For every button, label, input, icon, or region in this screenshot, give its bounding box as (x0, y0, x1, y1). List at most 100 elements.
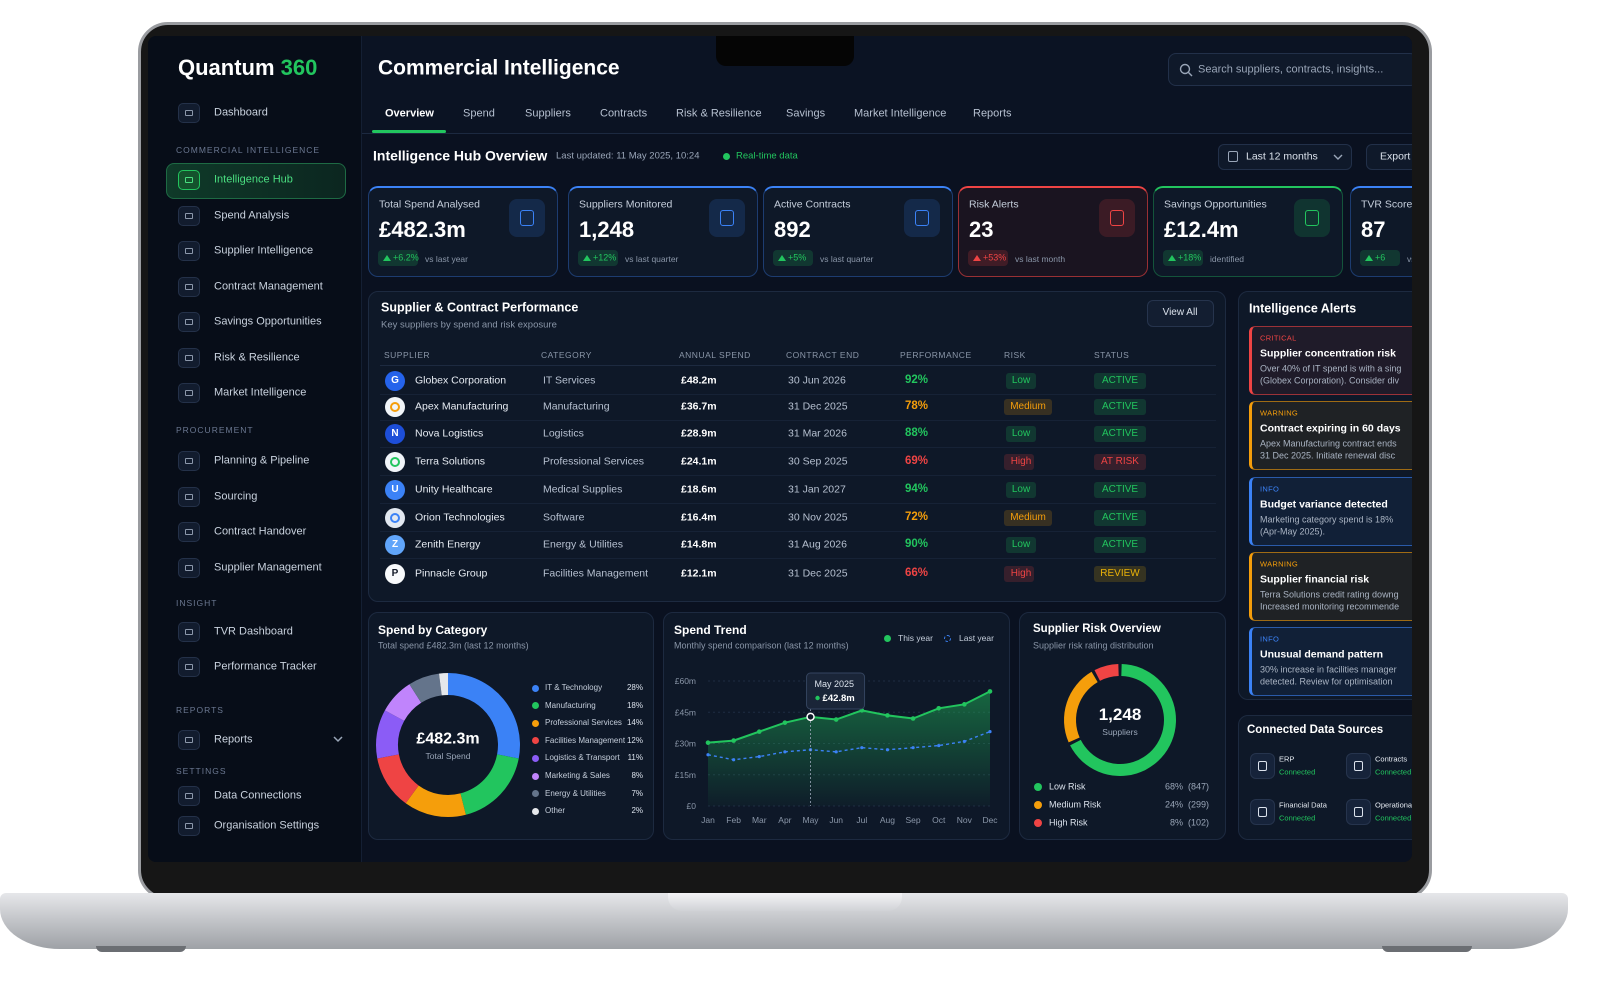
performance: 90% (905, 538, 929, 551)
status: ACTIVE (1101, 428, 1139, 439)
supplier-name[interactable]: Pinnacle Group (415, 567, 488, 580)
kpi-icon (509, 199, 545, 237)
legend-dot (532, 684, 539, 692)
kpi-icon (1491, 199, 1527, 237)
series-line (707, 730, 991, 761)
tab[interactable]: Spend (463, 107, 495, 120)
kpi-delta-pill (378, 250, 418, 266)
risk: Low (1011, 375, 1031, 386)
kpi-delta: +6 (1375, 252, 1386, 263)
legend-label: Professional Services (545, 718, 622, 728)
nav-item[interactable]: Supplier Management (214, 561, 322, 574)
row-divider (380, 420, 1216, 421)
alert-level: INFO (1260, 484, 1280, 494)
risk-pill (1006, 373, 1036, 389)
status: ACTIVE (1101, 375, 1139, 386)
source-name: ERP (1279, 754, 1295, 764)
data-point (937, 743, 941, 748)
supplier-name[interactable]: Globex Corporation (415, 374, 507, 387)
nav-item[interactable]: Intelligence Hub (214, 173, 293, 186)
supplier-avatar (385, 371, 405, 391)
risk: High (1010, 568, 1032, 579)
nav-item[interactable]: Supplier Intelligence (214, 244, 314, 257)
nav-icon (178, 241, 200, 261)
export-label: Export (1380, 150, 1411, 163)
row-divider (380, 475, 1216, 476)
kpi-value: 23 (969, 216, 994, 242)
up-arrow-icon (973, 255, 981, 261)
status-pill (1094, 426, 1146, 442)
kpi-note: vs last quarter (625, 253, 679, 264)
export-button[interactable] (1366, 144, 1412, 170)
nav-item[interactable]: Sourcing (214, 490, 258, 503)
nav-item[interactable]: Savings Opportunities (214, 315, 322, 328)
tab[interactable]: Reports (973, 107, 1012, 120)
source-status: Connected (1375, 813, 1412, 823)
tab[interactable]: Risk & Resilience (676, 107, 762, 120)
data-point (783, 750, 787, 754)
nav-item[interactable]: TVR Dashboard (214, 625, 293, 638)
kpi-icon-glyph (720, 210, 734, 226)
x-tick-label: Jan (701, 815, 715, 825)
kpi-icon (904, 199, 940, 237)
x-tick-label: Nov (957, 815, 973, 825)
supplier-name[interactable]: Orion Technologies (415, 511, 505, 524)
kpi-delta-pill (578, 250, 618, 266)
nav-icon (178, 276, 200, 297)
supplier-name[interactable]: Unity Healthcare (415, 483, 493, 496)
source-name: Contracts (1375, 754, 1408, 764)
tab[interactable]: Market Intelligence (854, 107, 947, 120)
alert-card[interactable] (1249, 401, 1412, 470)
nav-item[interactable]: Data Connections (214, 789, 302, 802)
tab[interactable]: Savings (786, 107, 826, 120)
nav-item[interactable]: Performance Tracker (214, 660, 317, 673)
nav-item[interactable]: Dashboard (214, 106, 268, 119)
nav-item[interactable]: Planning & Pipeline (214, 454, 310, 467)
data-point (988, 730, 992, 734)
legend-dot (1034, 783, 1042, 791)
supplier-name[interactable]: Apex Manufacturing (415, 400, 509, 413)
kpi-delta-pill (773, 250, 813, 266)
nav-item[interactable]: Spend Analysis (214, 208, 290, 221)
tab[interactable]: Overview (385, 107, 434, 120)
nav-icon (178, 657, 200, 677)
period-select[interactable] (1218, 144, 1352, 170)
nav-item[interactable]: Market Intelligence (214, 386, 307, 399)
nav-icon-glyph (185, 248, 193, 254)
source-icon (1250, 753, 1275, 779)
data-point (782, 720, 788, 725)
alert-text: 31 Dec 2025. Initiate renewal disc (1260, 450, 1396, 461)
area (708, 691, 990, 806)
data-point (962, 702, 967, 707)
nav-icon (178, 522, 200, 543)
supplier-name[interactable]: Nova Logistics (415, 427, 484, 440)
category: Manufacturing (543, 400, 610, 413)
supplier-name[interactable]: Terra Solutions (415, 455, 486, 468)
alert-card[interactable] (1249, 552, 1412, 621)
legend-label: Energy & Utilities (545, 788, 606, 798)
tab[interactable]: Contracts (600, 107, 648, 120)
supplier-name[interactable]: Zenith Energy (415, 538, 481, 551)
laptop-notch (668, 893, 902, 911)
nav-item[interactable]: Risk & Resilience (214, 350, 300, 363)
view-all-button[interactable] (1147, 300, 1214, 327)
nav-item[interactable]: Organisation Settings (214, 819, 320, 832)
source-icon (1250, 799, 1275, 825)
brand[interactable]: Quantum 360 (178, 55, 317, 81)
alert-card[interactable] (1249, 627, 1412, 696)
risk: Medium (1010, 512, 1046, 523)
nav-icon (178, 205, 200, 226)
alert-card[interactable] (1249, 326, 1412, 395)
tab[interactable]: Suppliers (525, 107, 571, 120)
data-point (705, 740, 711, 745)
chevron-icon (1333, 154, 1343, 160)
live-label: Real-time data (736, 150, 798, 162)
alert-text: Over 40% of IT spend is with a sing (1260, 363, 1402, 374)
nav-item[interactable]: Contract Handover (214, 525, 307, 538)
search-box[interactable] (1168, 53, 1412, 86)
panel-subtitle: Key suppliers by spend and risk exposure (381, 319, 557, 331)
nav-item[interactable]: Contract Management (214, 279, 323, 292)
risk-pill (1006, 482, 1036, 498)
alert-card[interactable] (1249, 477, 1412, 546)
nav-item[interactable]: Reports (214, 733, 253, 746)
